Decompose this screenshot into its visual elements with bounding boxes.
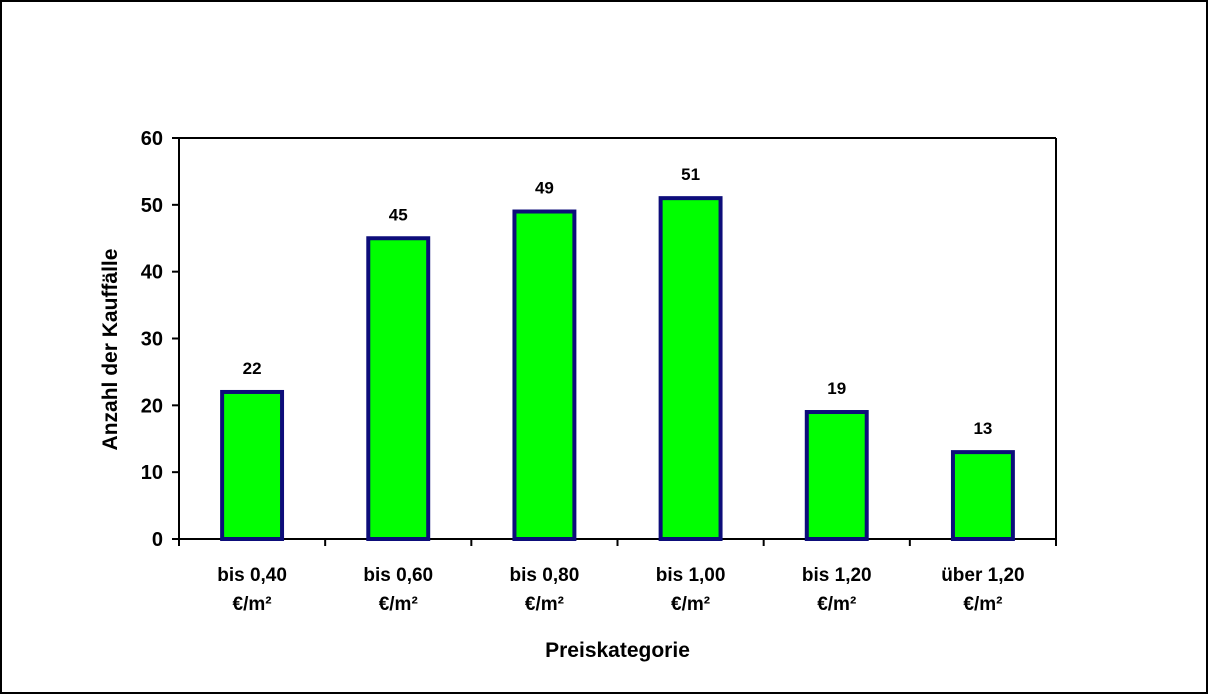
data-label: 22 — [243, 359, 262, 378]
category-label: bis 1,00 — [656, 565, 726, 586]
y-tick-label: 0 — [152, 529, 163, 551]
bar — [950, 450, 1015, 541]
category-label: €/m² — [817, 594, 856, 615]
data-label: 45 — [389, 205, 408, 224]
category-label: bis 0,80 — [510, 565, 580, 586]
category-label: bis 0,60 — [363, 565, 433, 586]
bars — [220, 196, 1015, 542]
y-ticks: 0 10 20 30 40 50 60 — [141, 128, 179, 551]
y-tick-label: 50 — [141, 195, 163, 217]
category-label: €/m² — [379, 594, 418, 615]
x-ticks — [178, 539, 1057, 546]
category-label: über 1,20 — [941, 565, 1024, 586]
data-label: 49 — [535, 179, 554, 198]
x-axis-title: Preiskategorie — [545, 639, 690, 662]
y-tick-label: 20 — [141, 395, 163, 417]
category-label: €/m² — [963, 594, 1002, 615]
category-label: €/m² — [233, 594, 272, 615]
category-label: €/m² — [671, 594, 710, 615]
data-label: 19 — [827, 379, 846, 398]
bar — [658, 196, 723, 541]
y-axis-title: Anzahl der Kauffälle — [99, 249, 122, 451]
bar — [366, 236, 431, 541]
y-tick-label: 60 — [141, 128, 163, 150]
y-tick-label: 40 — [141, 262, 163, 284]
bar — [804, 410, 869, 541]
y-tick-label: 10 — [141, 462, 163, 484]
data-label: 51 — [681, 165, 700, 184]
category-label: €/m² — [525, 594, 564, 615]
category-labels: bis 0,40 €/m² bis 0,60 €/m² bis 0,80 €/m² bis … — [217, 565, 1024, 615]
bar — [512, 209, 577, 541]
data-labels: 22 45 49 51 19 13 — [243, 165, 993, 438]
y-tick-label: 30 — [141, 329, 163, 351]
bar — [220, 389, 285, 542]
category-label: bis 1,20 — [802, 565, 872, 586]
data-label: 13 — [973, 419, 992, 438]
category-label: bis 0,40 — [217, 565, 287, 586]
